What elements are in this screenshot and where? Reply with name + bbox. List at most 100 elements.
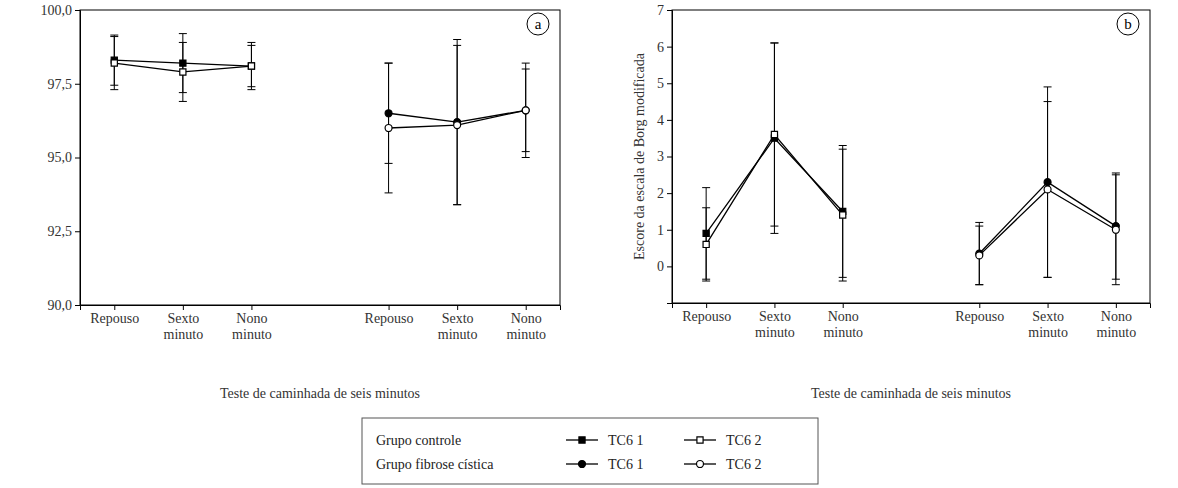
y-tick: 5 (657, 76, 672, 91)
x-tick: Sextominuto (755, 303, 795, 340)
error-bar (1044, 87, 1052, 277)
x-tick-mark (774, 303, 775, 308)
y-tick: 100,0 (41, 3, 81, 18)
plot-frame (672, 10, 1150, 303)
x-axis-line (673, 304, 1151, 309)
series (975, 87, 1120, 285)
series-marker (771, 131, 777, 137)
error-bar (975, 222, 983, 284)
x-tick: Repouso (682, 303, 731, 324)
y-tick-label: 6 (657, 40, 664, 55)
y-tick-label: 92,5 (48, 224, 73, 239)
x-tick: Sextominuto (438, 305, 478, 342)
error-bar-cap (453, 204, 461, 205)
series-marker (1112, 226, 1119, 233)
y-tick: 6 (657, 40, 672, 55)
error-bar-cap (1044, 86, 1052, 87)
error-bar-cap (522, 157, 530, 158)
plot-area (110, 34, 529, 205)
y-tick-mark (667, 266, 672, 267)
x-tick-label: Nonominuto (823, 309, 863, 340)
panel-label-text: b (1124, 16, 1132, 32)
legend-group-label: Grupo controle (376, 433, 461, 448)
error-bar-cap (453, 204, 461, 205)
y-axis: 90,092,595,097,5100,0 (41, 3, 81, 313)
y-tick-label: 7 (657, 3, 664, 18)
x-tick: Nonominuto (232, 305, 272, 342)
y-tick-mark (667, 83, 672, 84)
x-tick-label: Sextominuto (755, 309, 795, 340)
error-bar (770, 43, 778, 226)
legend: Grupo controleTC6 1TC6 2Grupo fibrose cí… (362, 418, 818, 484)
legend-label: TC6 2 (726, 457, 761, 472)
y-tick-mark (667, 193, 672, 194)
panel-label-circle (527, 13, 549, 35)
error-bar-cap (1112, 174, 1120, 175)
error-bar-cap (770, 233, 778, 234)
series (702, 43, 847, 279)
error-bar-cap (702, 281, 710, 282)
error-bar-cap (247, 89, 255, 90)
series (975, 102, 1120, 285)
y-tick-label: 4 (657, 113, 664, 128)
y-tick: 4 (657, 113, 672, 128)
x-tick-label: Repouso (682, 309, 731, 324)
series-marker (522, 107, 529, 114)
y-tick-label: 90,0 (48, 298, 73, 313)
y-tick: 97,5 (48, 77, 81, 92)
error-bar-cap (1112, 172, 1120, 173)
error-bar-cap (839, 149, 847, 150)
error-bar-cap (702, 187, 710, 188)
x-tick-label: Sextominuto (438, 311, 478, 342)
legend-marker (697, 437, 703, 443)
x-tick-mark (706, 303, 707, 308)
legend-box (362, 418, 818, 484)
x-tick: Nonominuto (823, 303, 863, 340)
x-tick-label: Nonominuto (1097, 309, 1137, 340)
x-tick: Sextominuto (1028, 303, 1068, 340)
y-tick-mark (667, 47, 672, 48)
x-tick-label: Nonominuto (506, 311, 546, 342)
plot-area (702, 43, 1120, 285)
error-bar (385, 63, 393, 193)
series-marker (976, 252, 983, 259)
error-bar (1112, 175, 1120, 285)
y-tick: 3 (657, 149, 672, 164)
series-marker (111, 60, 117, 66)
x-tick-mark (389, 305, 390, 310)
y-axis-title: Escore da escala de Borg modificada (632, 52, 647, 260)
legend-label: TC6 2 (726, 433, 761, 448)
series (385, 45, 530, 204)
error-bar (247, 42, 255, 89)
error-bar-cap (770, 42, 778, 43)
error-bar-cap (110, 35, 118, 36)
x-tick-mark (526, 305, 527, 310)
error-bar (522, 63, 530, 157)
x-tick: Sextominuto (164, 305, 204, 342)
y-tick: 7 (657, 3, 672, 18)
plot-frame (80, 10, 560, 305)
error-bar (247, 45, 255, 86)
y-tick-mark (75, 305, 80, 306)
legend-marker (579, 461, 586, 468)
x-axis: RepousoSextominutoNonominutoRepousoSexto… (81, 305, 561, 342)
series (385, 40, 530, 205)
y-tick-mark (667, 120, 672, 121)
error-bar-cap (1112, 284, 1120, 285)
error-bar (453, 45, 461, 204)
error-bar-cap (247, 45, 255, 46)
error-bar (702, 208, 710, 281)
error-bar-cap (770, 226, 778, 227)
error-bar-cap (179, 42, 187, 43)
series-marker (248, 63, 254, 69)
x-axis-line (81, 306, 561, 311)
series-marker (180, 69, 186, 75)
x-tick-mark (979, 303, 980, 308)
error-bar (110, 37, 118, 90)
x-axis-title: Teste de caminhada de seis minutos (811, 386, 1011, 401)
error-bar (1044, 102, 1052, 278)
error-bar-cap (453, 45, 461, 46)
error-bar-cap (385, 63, 393, 64)
error-bar (839, 149, 847, 281)
series (702, 43, 847, 281)
